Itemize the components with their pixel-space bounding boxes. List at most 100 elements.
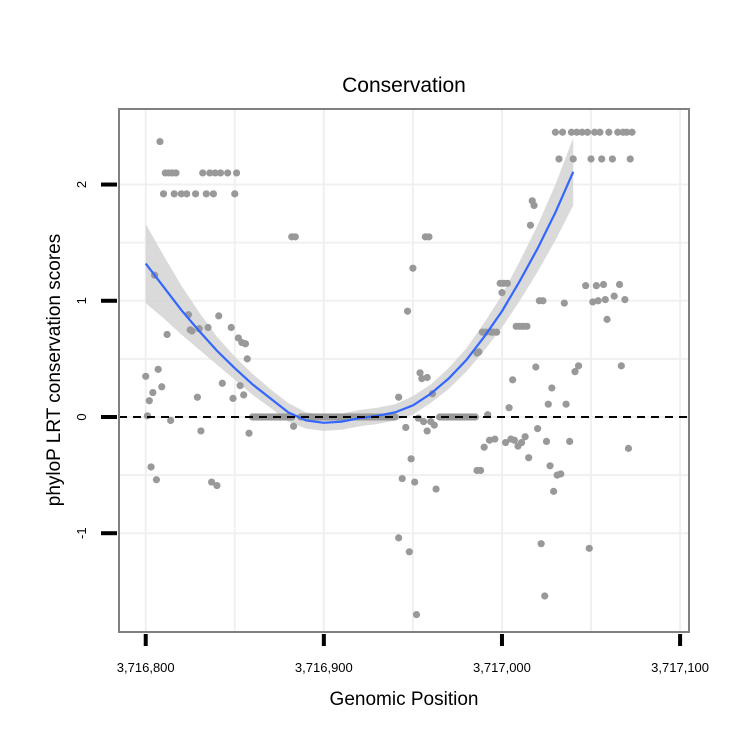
data-point: [403, 307, 412, 315]
data-point: [626, 155, 634, 163]
data-point: [550, 487, 558, 495]
data-point: [231, 190, 239, 198]
data-point: [191, 190, 200, 198]
data-point: [623, 128, 631, 136]
data-point: [510, 436, 519, 444]
x-tick-label: 3,717,100: [651, 660, 709, 675]
data-point: [517, 438, 526, 447]
data-point: [241, 340, 250, 348]
data-point: [402, 423, 410, 432]
data-point: [218, 379, 226, 387]
data-point: [571, 368, 579, 376]
data-point: [209, 190, 218, 198]
data-point: [158, 383, 166, 391]
data-point: [236, 382, 244, 390]
data-point: [617, 362, 625, 370]
data-point: [243, 355, 251, 363]
chart-title: Conservation: [342, 74, 466, 97]
data-point: [574, 362, 583, 370]
data-point: [548, 384, 556, 392]
data-point: [199, 169, 207, 177]
x-axis: 3,716,800 3,716,900 3,717,000 3,717,100: [117, 634, 709, 675]
data-point: [206, 169, 214, 177]
data-point: [603, 315, 611, 323]
data-point: [521, 433, 529, 441]
data-point: [480, 443, 488, 451]
data-point: [202, 190, 210, 198]
data-point: [405, 548, 413, 556]
data-point: [188, 327, 196, 335]
data-point: [407, 455, 415, 463]
plot-panel: [118, 108, 690, 633]
data-point: [391, 413, 399, 421]
data-point: [493, 328, 501, 336]
data-point: [599, 280, 608, 289]
data-point: [147, 463, 155, 471]
data-point: [289, 422, 298, 430]
data-point: [610, 292, 618, 300]
data-point: [213, 481, 221, 490]
data-point: [216, 169, 225, 177]
data-point: [411, 478, 419, 486]
x-tick-label: 3,716,900: [295, 660, 353, 675]
y-tick-label: 0: [74, 413, 89, 420]
data-point: [628, 128, 636, 136]
data-point: [418, 375, 426, 383]
data-point: [291, 233, 299, 241]
smooth-line: [144, 171, 575, 424]
data-point: [590, 128, 599, 136]
data-point: [152, 476, 161, 484]
data-point: [232, 169, 241, 177]
data-point: [416, 369, 424, 377]
data-point: [569, 155, 577, 163]
data-point: [555, 155, 563, 163]
data-point: [208, 478, 216, 486]
data-point: [587, 155, 595, 163]
data-point: [557, 470, 565, 478]
data-point: [245, 429, 253, 437]
data-point: [624, 444, 633, 452]
data-point: [395, 393, 403, 401]
data-point: [197, 427, 205, 435]
data-point: [558, 128, 567, 136]
data-point: [605, 128, 613, 136]
data-point: [503, 279, 511, 287]
confidence-band-group: [145, 138, 574, 431]
data-point: [505, 404, 513, 412]
data-point: [240, 391, 248, 399]
data-point: [551, 128, 560, 136]
y-tick-label: 1: [74, 297, 89, 304]
data-point: [476, 466, 485, 475]
data-point: [589, 298, 597, 306]
confidence-band: [145, 138, 574, 431]
x-axis-label: Genomic Position: [330, 689, 479, 710]
data-point: [142, 372, 150, 380]
data-point: [485, 436, 494, 444]
y-axis: -1 0 1 2: [74, 181, 117, 539]
data-point: [608, 155, 617, 163]
data-point: [149, 388, 157, 397]
data-point: [491, 435, 499, 443]
x-tick-label: 3,717,000: [473, 660, 531, 675]
data-point: [227, 323, 235, 332]
data-point: [582, 282, 590, 290]
y-tick-label: 2: [74, 181, 89, 188]
data-point: [501, 438, 510, 447]
data-point: [430, 421, 438, 429]
data-point: [573, 128, 581, 136]
data-point: [614, 128, 622, 136]
data-point: [583, 128, 592, 136]
data-point: [183, 190, 191, 198]
smooth-line-group: [144, 171, 575, 424]
data-point: [163, 330, 171, 339]
data-point: [193, 393, 201, 401]
data-point: [177, 190, 185, 198]
data-point: [526, 221, 535, 229]
data-point: [170, 190, 178, 198]
data-point: [592, 282, 600, 290]
data-point: [530, 201, 538, 210]
data-point: [412, 610, 421, 619]
data-point: [143, 412, 152, 420]
data-point: [423, 427, 431, 435]
